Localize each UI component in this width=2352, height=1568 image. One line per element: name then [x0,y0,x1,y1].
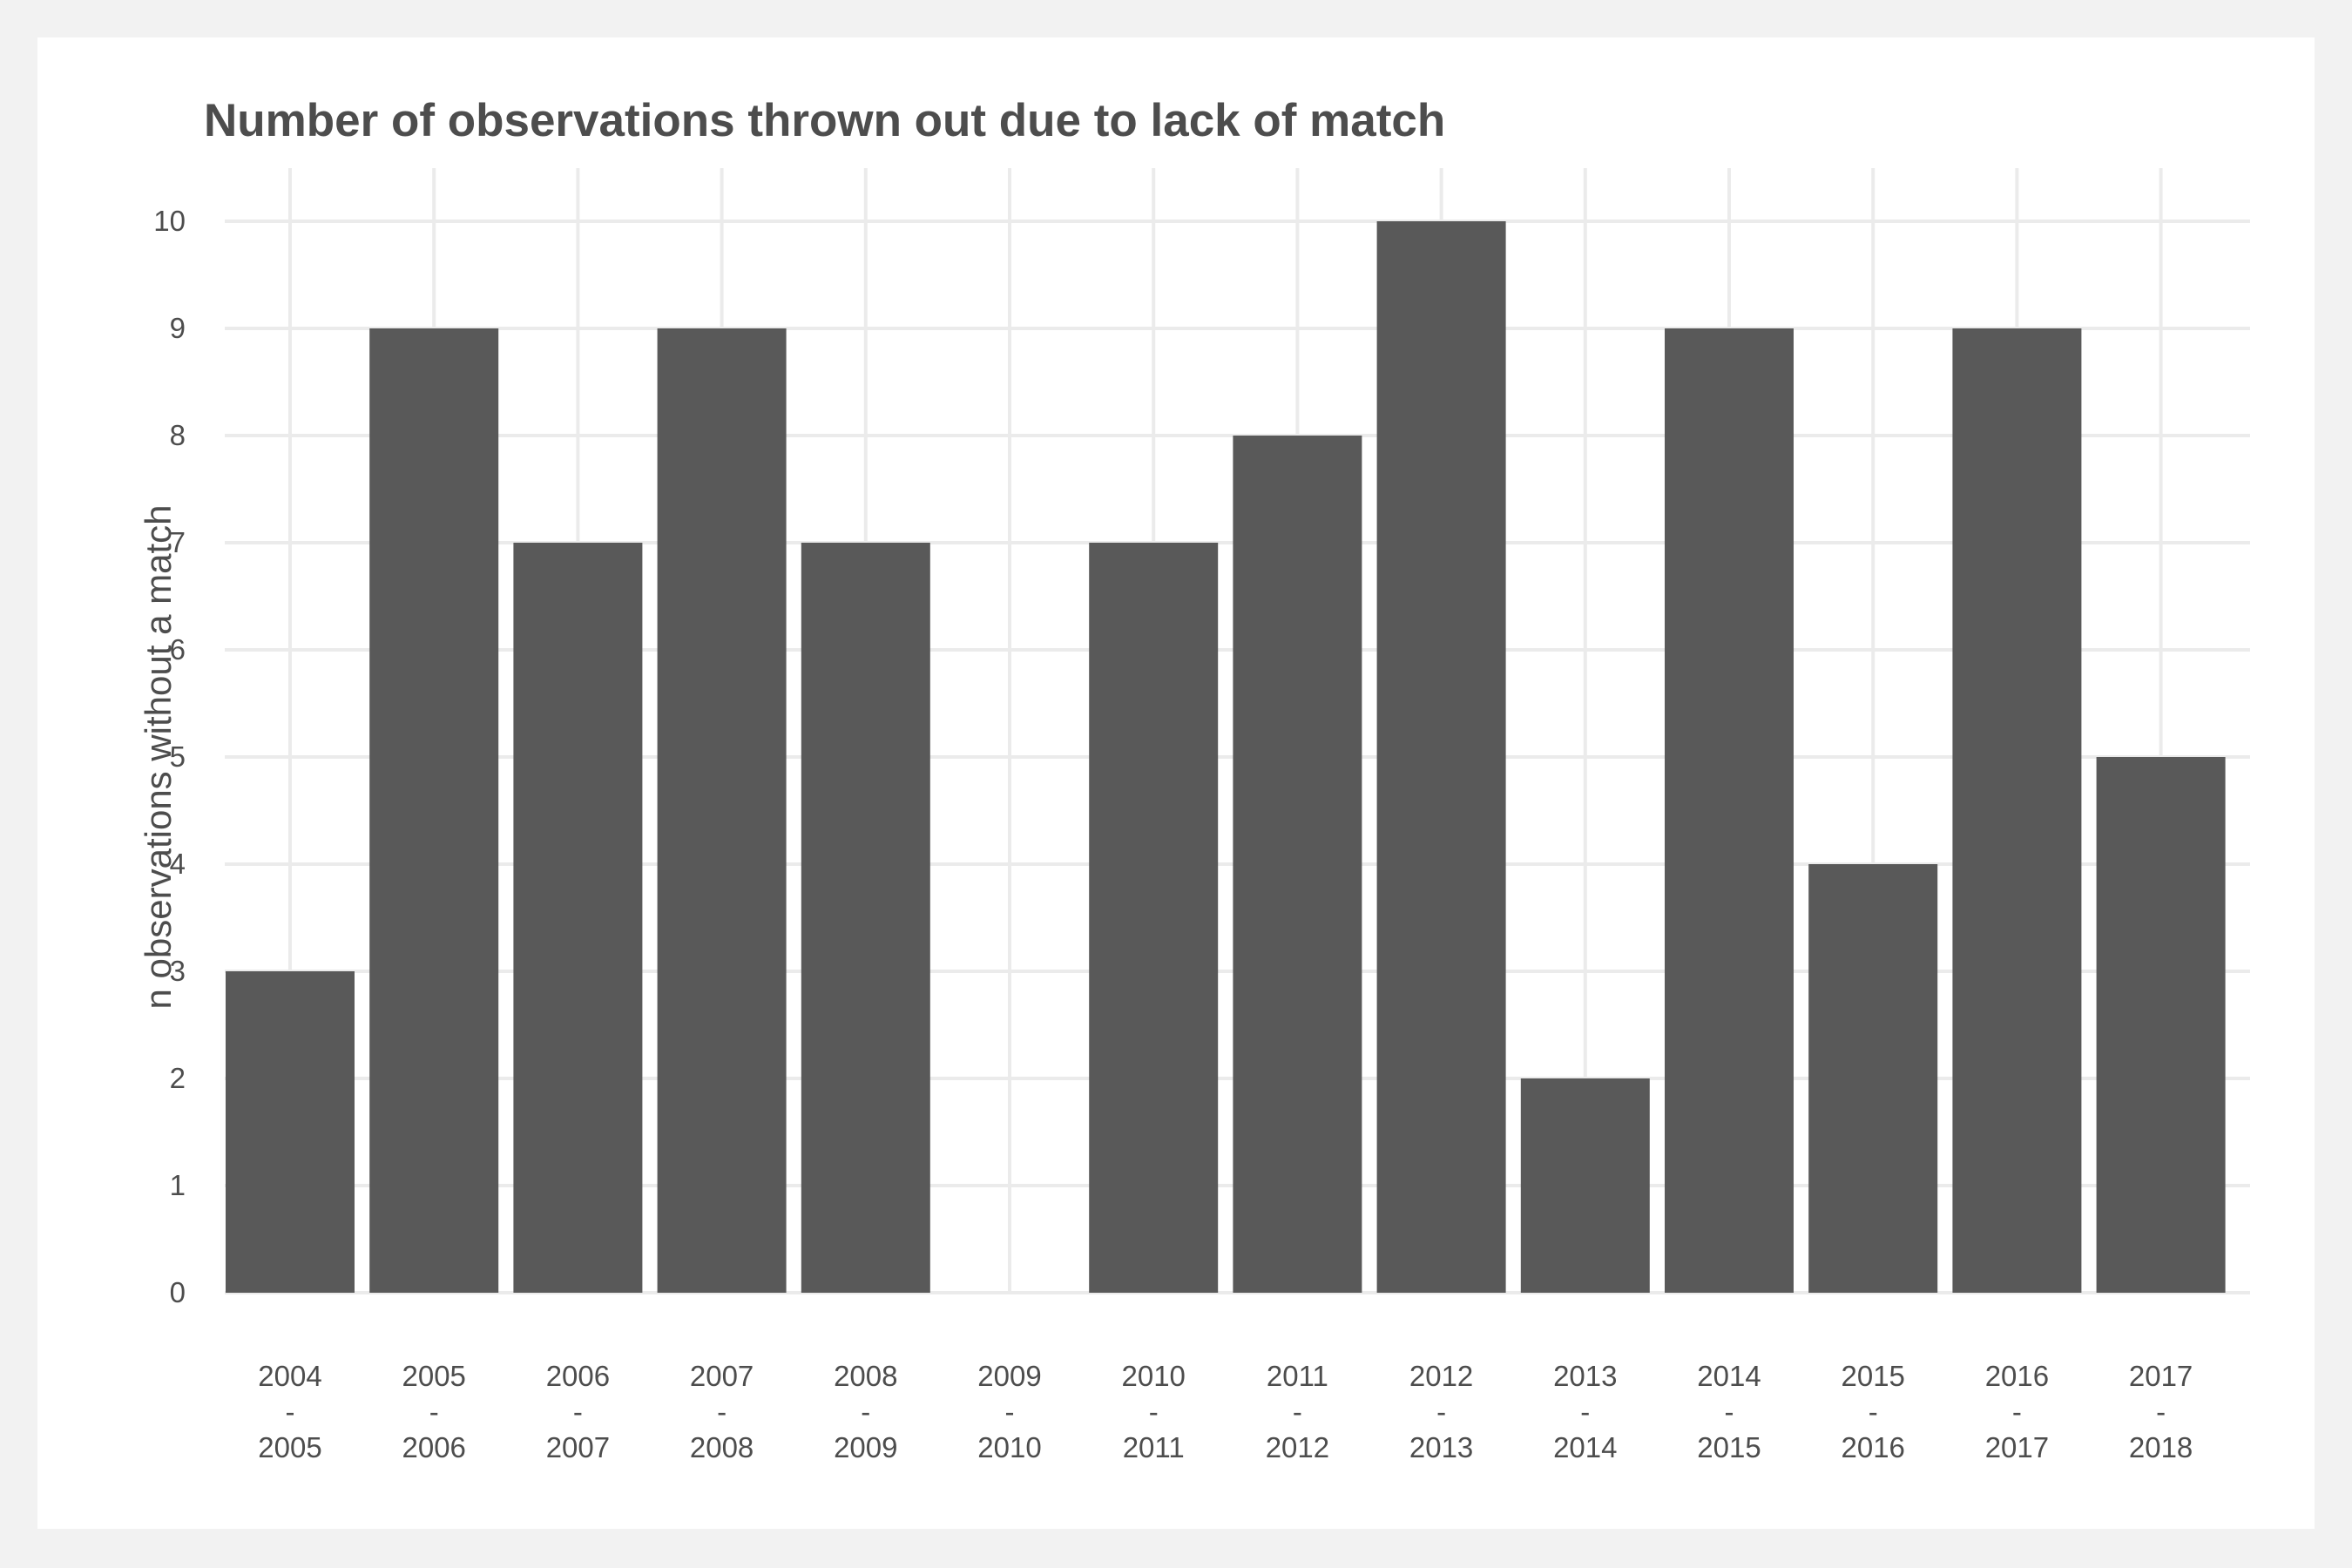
y-tick-label: 9 [170,312,186,344]
x-tick-label: 2012 -2013 [1409,1360,1473,1463]
bar [801,543,930,1293]
bar [226,971,355,1293]
x-tick-label: 2010 -2011 [1121,1360,1185,1463]
y-axis-title: n observations without a match [138,505,179,1010]
x-tick-label: 2008 -2009 [834,1360,897,1463]
x-tick-label: 2005 -2006 [402,1360,465,1463]
y-tick-label: 10 [153,205,186,237]
y-tick-label: 7 [170,526,186,558]
y-tick-label: 2 [170,1062,186,1094]
chart-panel: 0 1 2 3 4 5 6 7 8 9 10 2004 -2005 2005 -2006 2006 -2007… [37,37,2315,1529]
bar [2096,757,2226,1293]
x-tick-label: 2009 -2010 [977,1360,1041,1463]
x-tick-label: 2014 -2015 [1697,1360,1761,1463]
y-tick-label: 1 [170,1169,186,1201]
bar [657,328,787,1293]
bar [1376,221,1506,1293]
bar [369,328,499,1293]
x-tick-label: 2015 -2016 [1841,1360,1904,1463]
y-tick-label: 0 [170,1276,186,1308]
x-tick-label: 2007 -2008 [690,1360,754,1463]
bar [1952,328,2082,1293]
y-tick-label: 5 [170,740,186,773]
bar [1520,1078,1650,1293]
bar [1808,864,1938,1293]
bars-layer [226,221,2226,1293]
y-tick-label: 8 [170,419,186,451]
chart-title: Number of observations thrown out due to… [204,95,1445,146]
bar-chart: 0 1 2 3 4 5 6 7 8 9 10 2004 -2005 2005 -2006 2006 -2007… [138,95,2250,1463]
bar [1665,328,1794,1293]
y-tick-labels: 0 1 2 3 4 5 6 7 8 9 10 [153,205,186,1308]
bar [513,543,643,1293]
y-tick-label: 4 [170,848,186,880]
x-tick-label: 2016 -2017 [1985,1360,2049,1463]
x-tick-label: 2017 -2018 [2129,1360,2193,1463]
x-tick-labels: 2004 -2005 2005 -2006 2006 -2007 2007 -2008 2008… [258,1360,2193,1463]
bar [1089,543,1219,1293]
x-tick-label: 2004 -2005 [258,1360,321,1463]
y-tick-label: 3 [170,955,186,987]
x-tick-label: 2006 -2007 [546,1360,610,1463]
bar [1233,436,1362,1293]
y-tick-label: 6 [170,633,186,666]
x-tick-label: 2013 -2014 [1553,1360,1617,1463]
x-tick-label: 2011 -2012 [1266,1360,1329,1463]
